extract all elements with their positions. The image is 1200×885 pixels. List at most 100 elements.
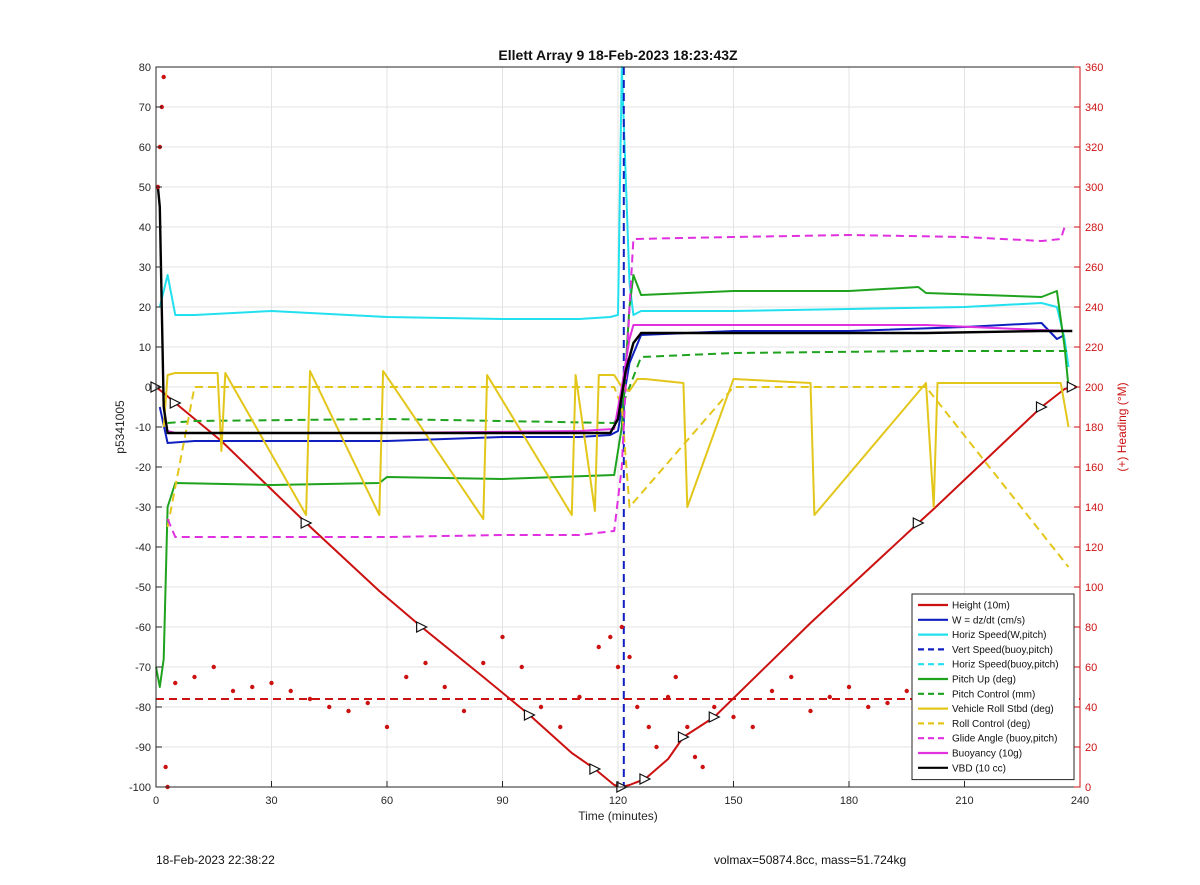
heading-point: [500, 634, 505, 640]
series-line-glide-angle-buoy-pitch: [166, 226, 1066, 538]
heading-point: [692, 754, 698, 760]
y-tick-label-right: 260: [1085, 262, 1103, 274]
height-marker: [300, 517, 313, 529]
footer-timestamp: 18-Feb-2023 22:38:22: [156, 853, 275, 867]
y-tick-label-right: 80: [1085, 622, 1097, 634]
y-tick-label-left: -50: [135, 582, 151, 594]
y-tick-label-right: 100: [1085, 582, 1103, 594]
legend-label: Vehicle Roll Stbd (deg): [952, 704, 1054, 715]
heading-point: [635, 704, 640, 710]
heading-point: [808, 708, 813, 714]
y-tick-label-right: 200: [1085, 382, 1103, 394]
legend-label: Pitch Control (mm): [952, 689, 1035, 700]
legend-label: Horiz Speed(W,pitch): [952, 630, 1046, 641]
y-tick-label-left: -10: [135, 422, 151, 434]
y-tick-label-right: 280: [1085, 222, 1103, 234]
y-tick-label-left: -70: [135, 662, 151, 674]
y-tick-label-right: 240: [1085, 302, 1103, 314]
y-tick-label-left: -40: [135, 542, 151, 554]
y-tick-label-right: 140: [1085, 502, 1103, 514]
x-tick-label: 90: [496, 795, 508, 807]
height-marker: [708, 711, 721, 723]
x-tick-label: 150: [724, 795, 742, 807]
y-tick-label-left: 70: [139, 102, 151, 114]
height-marker: [523, 709, 536, 721]
height-marker: [169, 397, 182, 409]
heading-point: [538, 704, 544, 710]
legend-label: Roll Control (deg): [952, 719, 1030, 730]
heading-point: [866, 704, 871, 710]
y-tick-label-right: 0: [1085, 782, 1091, 794]
y-tick-label-right: 60: [1085, 662, 1097, 674]
heading-point: [673, 674, 678, 680]
heading-point: [250, 684, 255, 690]
height-marker: [639, 773, 652, 785]
height-marker: [589, 763, 602, 775]
y-axis-label-left: p5341005: [113, 400, 127, 454]
y-tick-label-left: -60: [135, 622, 151, 634]
x-tick-label: 240: [1071, 795, 1089, 807]
heading-point: [596, 644, 601, 650]
legend-label: Buoyancy (10g): [952, 749, 1022, 760]
y-axis-label-right: (+) Heading (°M): [1115, 382, 1129, 471]
heading-point: [700, 764, 705, 770]
heading-point: [654, 744, 659, 750]
y-tick-label-right: 20: [1085, 742, 1097, 754]
heading-point: [161, 74, 166, 80]
y-tick-label-left: -90: [135, 742, 151, 754]
heading-point: [769, 688, 775, 694]
heading-point: [288, 688, 293, 694]
series-line-pitch-control-mm: [167, 350, 1069, 424]
height-marker: [677, 731, 690, 743]
heading-point: [750, 724, 755, 730]
heading-point: [558, 724, 563, 730]
y-tick-label-right: 220: [1085, 342, 1103, 354]
y-tick-label-left: 30: [139, 262, 151, 274]
y-tick-label-left: 0: [145, 382, 151, 394]
legend-box: [911, 593, 1075, 781]
heading-point: [442, 684, 447, 690]
y-tick-label-left: -80: [135, 702, 151, 714]
x-tick-label: 210: [955, 795, 973, 807]
legend-label: Glide Angle (buoy,pitch): [952, 734, 1057, 745]
heading-point: [269, 680, 274, 686]
legend-label: Height (10m): [952, 601, 1010, 612]
heading-point: [211, 664, 216, 670]
y-tick-label-left: 40: [139, 222, 151, 234]
y-tick-label-left: 50: [139, 182, 151, 194]
y-tick-label-right: 360: [1085, 62, 1103, 74]
heading-point: [615, 664, 621, 670]
y-tick-label-left: 80: [139, 62, 151, 74]
heading-point: [789, 674, 794, 680]
heading-point: [608, 634, 613, 640]
y-tick-label-left: -100: [129, 782, 151, 794]
x-tick-label: 30: [265, 795, 277, 807]
heading-point: [327, 704, 332, 710]
x-tick-label: 120: [609, 795, 627, 807]
heading-point: [307, 696, 313, 702]
y-tick-label-right: 160: [1085, 462, 1103, 474]
heading-point: [646, 724, 651, 730]
heading-point: [461, 708, 467, 714]
y-tick-label-right: 320: [1085, 142, 1103, 154]
footer-vehicle-info: volmax=50874.8cc, mass=51.724kg: [714, 853, 907, 867]
heading-point: [404, 674, 409, 680]
heading-point: [904, 688, 909, 694]
legend-label: VBD (10 cc): [952, 763, 1006, 774]
y-tick-label-right: 340: [1085, 102, 1103, 114]
x-tick-label: 60: [381, 795, 393, 807]
heading-point: [423, 660, 428, 666]
heading-point: [731, 714, 736, 720]
series-line-vbd-10-cc: [156, 186, 1073, 435]
heading-point: [519, 664, 524, 670]
heading-point: [481, 660, 486, 666]
y-tick-label-left: 20: [139, 302, 151, 314]
legend-label: Horiz Speed(buoy,pitch): [952, 660, 1059, 671]
heading-point: [827, 694, 832, 700]
heading-point: [619, 624, 625, 630]
ticks: 0 30 60 90 120 150 180 210 24080706050403020100-…: [129, 62, 1103, 807]
height-marker: [912, 517, 925, 529]
y-tick-label-right: 300: [1085, 182, 1103, 194]
x-tick-label: 0: [153, 795, 159, 807]
